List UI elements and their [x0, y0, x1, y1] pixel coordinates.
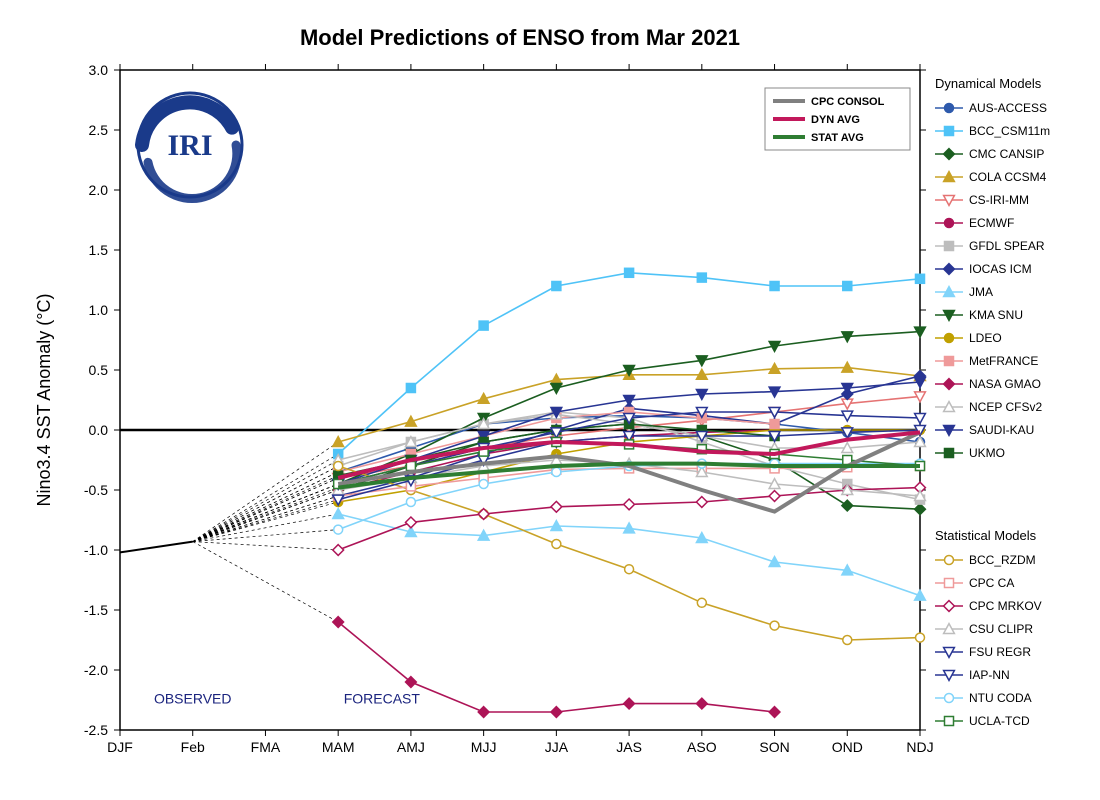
- observed-label: OBSERVED: [154, 691, 232, 707]
- legend-label: IAP-NN: [969, 668, 1010, 682]
- legend-label: CS-IRI-MM: [969, 193, 1029, 207]
- fan-connector: [193, 484, 338, 542]
- fan-connector: [193, 478, 338, 542]
- legend-label: UCLA-TCD: [969, 714, 1030, 728]
- legend-label: BCC_RZDM: [969, 553, 1036, 567]
- x-tick-label: NDJ: [906, 739, 933, 755]
- fan-connector: [193, 488, 338, 542]
- legend-label: IOCAS ICM: [969, 262, 1032, 276]
- legend-label: AUS-ACCESS: [969, 101, 1047, 115]
- y-tick-label: 0.5: [89, 362, 109, 378]
- iri-logo: IRI: [138, 93, 242, 199]
- legend-label: ECMWF: [969, 216, 1014, 230]
- legend-label: CPC CONSOL: [811, 96, 885, 108]
- x-tick-label: JAS: [616, 739, 642, 755]
- x-tick-label: MAM: [322, 739, 355, 755]
- x-tick-label: Feb: [181, 739, 205, 755]
- legend-label: MetFRANCE: [969, 354, 1038, 368]
- svg-text:IRI: IRI: [167, 129, 212, 162]
- legend-label: KMA SNU: [969, 308, 1023, 322]
- legend-label: CPC MRKOV: [969, 599, 1042, 613]
- y-tick-label: 2.5: [89, 122, 109, 138]
- y-tick-label: -2.0: [84, 662, 108, 678]
- y-tick-label: 1.5: [89, 242, 109, 258]
- x-tick-label: FMA: [251, 739, 281, 755]
- legend-label: SAUDI-KAU: [969, 423, 1034, 437]
- legend-label: NASA GMAO: [969, 377, 1041, 391]
- legend-label: NTU CODA: [969, 691, 1032, 705]
- y-tick-label: -0.5: [84, 482, 108, 498]
- y-tick-label: -2.5: [84, 722, 108, 738]
- x-tick-label: ASO: [687, 739, 717, 755]
- y-tick-label: 0.0: [89, 422, 109, 438]
- fan-connector: [193, 496, 338, 542]
- y-tick-label: -1.0: [84, 542, 108, 558]
- legend-label: UKMO: [969, 446, 1005, 460]
- forecast-label: FORECAST: [344, 691, 421, 707]
- legend-label: BCC_CSM11m: [969, 124, 1050, 138]
- legend-label: FSU REGR: [969, 645, 1031, 659]
- y-axis-label: Nino3.4 SST Anomaly (°C): [34, 294, 54, 507]
- legend-label: CSU CLIPR: [969, 622, 1033, 636]
- legend-label: CPC CA: [969, 576, 1014, 590]
- y-tick-label: 1.0: [89, 302, 109, 318]
- series-line: [338, 466, 920, 640]
- fan-connector: [193, 542, 338, 622]
- legend-title: Dynamical Models: [935, 76, 1042, 91]
- x-tick-label: AMJ: [397, 739, 425, 755]
- y-tick-label: 2.0: [89, 182, 109, 198]
- chart-svg: Model Predictions of ENSO from Mar 2021 -…: [0, 0, 1100, 800]
- fan-connector: [193, 514, 338, 542]
- fan-connector: [193, 454, 338, 542]
- enso-plume-chart: Model Predictions of ENSO from Mar 2021 -…: [0, 0, 1100, 800]
- legend-label: COLA CCSM4: [969, 170, 1047, 184]
- fan-connector: [193, 466, 338, 542]
- legend-label: LDEO: [969, 331, 1002, 345]
- legend-label: CMC CANSIP: [969, 147, 1044, 161]
- fan-connector: [193, 496, 338, 542]
- y-tick-label: -1.5: [84, 602, 108, 618]
- x-tick-label: JJA: [545, 739, 569, 755]
- legend-label: JMA: [969, 285, 993, 299]
- observed-line: [120, 542, 193, 553]
- fan-connector: [193, 476, 338, 542]
- legend-label: GFDL SPEAR: [969, 239, 1045, 253]
- x-tick-label: SON: [759, 739, 789, 755]
- y-tick-label: 3.0: [89, 62, 109, 78]
- legend-label: NCEP CFSv2: [969, 400, 1042, 414]
- fan-connector: [193, 542, 338, 550]
- fan-connector: [193, 442, 338, 542]
- legend-label: DYN AVG: [811, 114, 860, 126]
- x-tick-label: OND: [832, 739, 863, 755]
- x-tick-label: MJJ: [471, 739, 497, 755]
- legend-label: STAT AVG: [811, 132, 864, 144]
- fan-connector: [193, 472, 338, 542]
- chart-title: Model Predictions of ENSO from Mar 2021: [300, 25, 740, 50]
- fan-connector: [193, 460, 338, 542]
- x-tick-label: DJF: [107, 739, 133, 755]
- legend-title: Statistical Models: [935, 528, 1037, 543]
